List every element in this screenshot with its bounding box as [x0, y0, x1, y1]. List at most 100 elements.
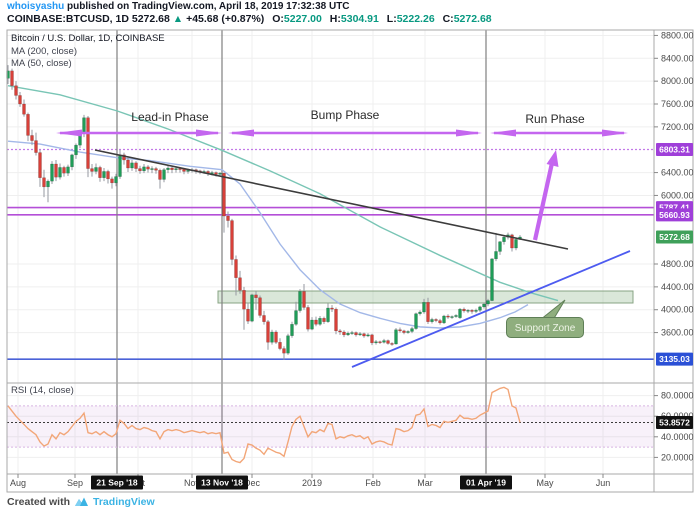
candle: [262, 315, 266, 322]
tradingview-logo-icon: [75, 497, 89, 506]
candle: [230, 220, 234, 260]
candle: [390, 343, 394, 345]
symbol-name: COINBASE:BTCUSD, 1D: [7, 13, 129, 25]
candle: [318, 318, 322, 325]
support-zone-band: [217, 290, 634, 304]
rsi-line: [7, 386, 521, 464]
candle: [442, 315, 446, 324]
candle: [338, 330, 342, 333]
candle: [514, 239, 518, 249]
candle: [118, 154, 122, 177]
close-label: C:: [442, 13, 454, 25]
last-price: 5272.68: [131, 13, 170, 25]
price-tick-label: 8800.00: [661, 30, 694, 40]
candle: [106, 171, 110, 180]
candle: [246, 308, 250, 322]
candle: [42, 177, 46, 188]
date-badge: [196, 475, 248, 490]
candle: [426, 302, 430, 322]
low-value: 5222.26: [396, 13, 435, 25]
candle: [218, 172, 222, 175]
arrowhead-right: [196, 129, 222, 137]
chart-legend: Bitcoin / U.S. Dollar, 1D, COINBASE MA (…: [11, 33, 165, 71]
candle: [330, 307, 334, 310]
candle: [186, 170, 190, 172]
candle: [74, 144, 78, 156]
candle: [82, 117, 86, 134]
legend-ma200: MA (200, close): [11, 45, 77, 57]
candle: [350, 332, 354, 334]
annotation-run-phase: Run Phase: [525, 112, 585, 126]
candle: [346, 332, 350, 336]
candle: [366, 334, 370, 337]
candle: [474, 310, 478, 312]
price-badge-text: 3135.03: [659, 354, 690, 364]
time-tick-label: Nov: [184, 478, 201, 488]
price-tick-label: 8000.00: [661, 76, 694, 86]
ascending-trendline: [351, 250, 631, 368]
candle: [274, 331, 278, 343]
candle: [374, 341, 378, 344]
candle: [398, 329, 402, 332]
price-levels: [7, 148, 654, 360]
candle: [126, 159, 130, 169]
price-badge: [656, 143, 693, 157]
candle: [170, 167, 174, 170]
candle: [410, 328, 414, 332]
rsi-tick-label: 20.0000: [661, 452, 694, 462]
candle: [238, 277, 242, 291]
price-tick-label: 7600.00: [661, 99, 694, 109]
price-tick-label: 4000.00: [661, 305, 694, 315]
rsi-value-badge: [656, 416, 693, 430]
candle: [450, 316, 454, 318]
candle: [498, 241, 502, 252]
candle: [322, 318, 326, 322]
legend-ma50: MA (50, close): [11, 58, 72, 69]
candle: [110, 178, 114, 184]
price-change: +45.68 (+0.87%): [186, 13, 265, 25]
price-badge: [656, 352, 693, 366]
candle: [354, 332, 358, 336]
price-badge-text: 5660.93: [659, 210, 690, 220]
candle: [226, 215, 230, 221]
candle: [10, 70, 14, 86]
arrowhead-left: [490, 129, 516, 137]
candle: [382, 340, 386, 343]
candle: [250, 294, 254, 322]
candle: [46, 180, 50, 188]
author-link[interactable]: whoisyashu: [7, 1, 65, 12]
arrowhead-left: [228, 129, 254, 137]
close-value: 5272.68: [453, 13, 492, 25]
rsi-tick-label: 80.0000: [661, 391, 694, 401]
price-badge-text: 6803.31: [659, 145, 690, 155]
candle: [406, 331, 410, 333]
up-arrow-icon: ▲: [172, 13, 184, 25]
high-value: 5304.91: [340, 13, 379, 25]
price-badge-text: 5272.68: [659, 232, 690, 242]
candle: [394, 329, 398, 345]
rsi-pane: [7, 386, 654, 464]
candle: [342, 331, 346, 336]
candle: [66, 166, 70, 174]
candle: [466, 310, 470, 312]
candle: [94, 167, 98, 172]
price-badge-text: 5787.41: [659, 203, 690, 213]
candle: [486, 300, 490, 305]
open-value: 5227.00: [283, 13, 322, 25]
time-tick-label: May: [536, 478, 554, 488]
tradingview-brand-link[interactable]: TradingView: [93, 496, 155, 508]
date-badge-text: 21 Sep '18: [96, 478, 138, 488]
candle: [286, 335, 290, 354]
byline: whoisyashu published on TradingView.com,…: [7, 1, 350, 12]
candle: [290, 324, 294, 336]
rsi-band: [7, 405, 654, 448]
candle: [54, 163, 58, 178]
candle: [454, 315, 458, 317]
date-badge: [91, 475, 143, 490]
candle: [138, 168, 142, 172]
candle: [306, 307, 310, 330]
candle: [26, 114, 30, 136]
date-badge: [460, 475, 512, 490]
price-tick-label: 4400.00: [661, 282, 694, 292]
